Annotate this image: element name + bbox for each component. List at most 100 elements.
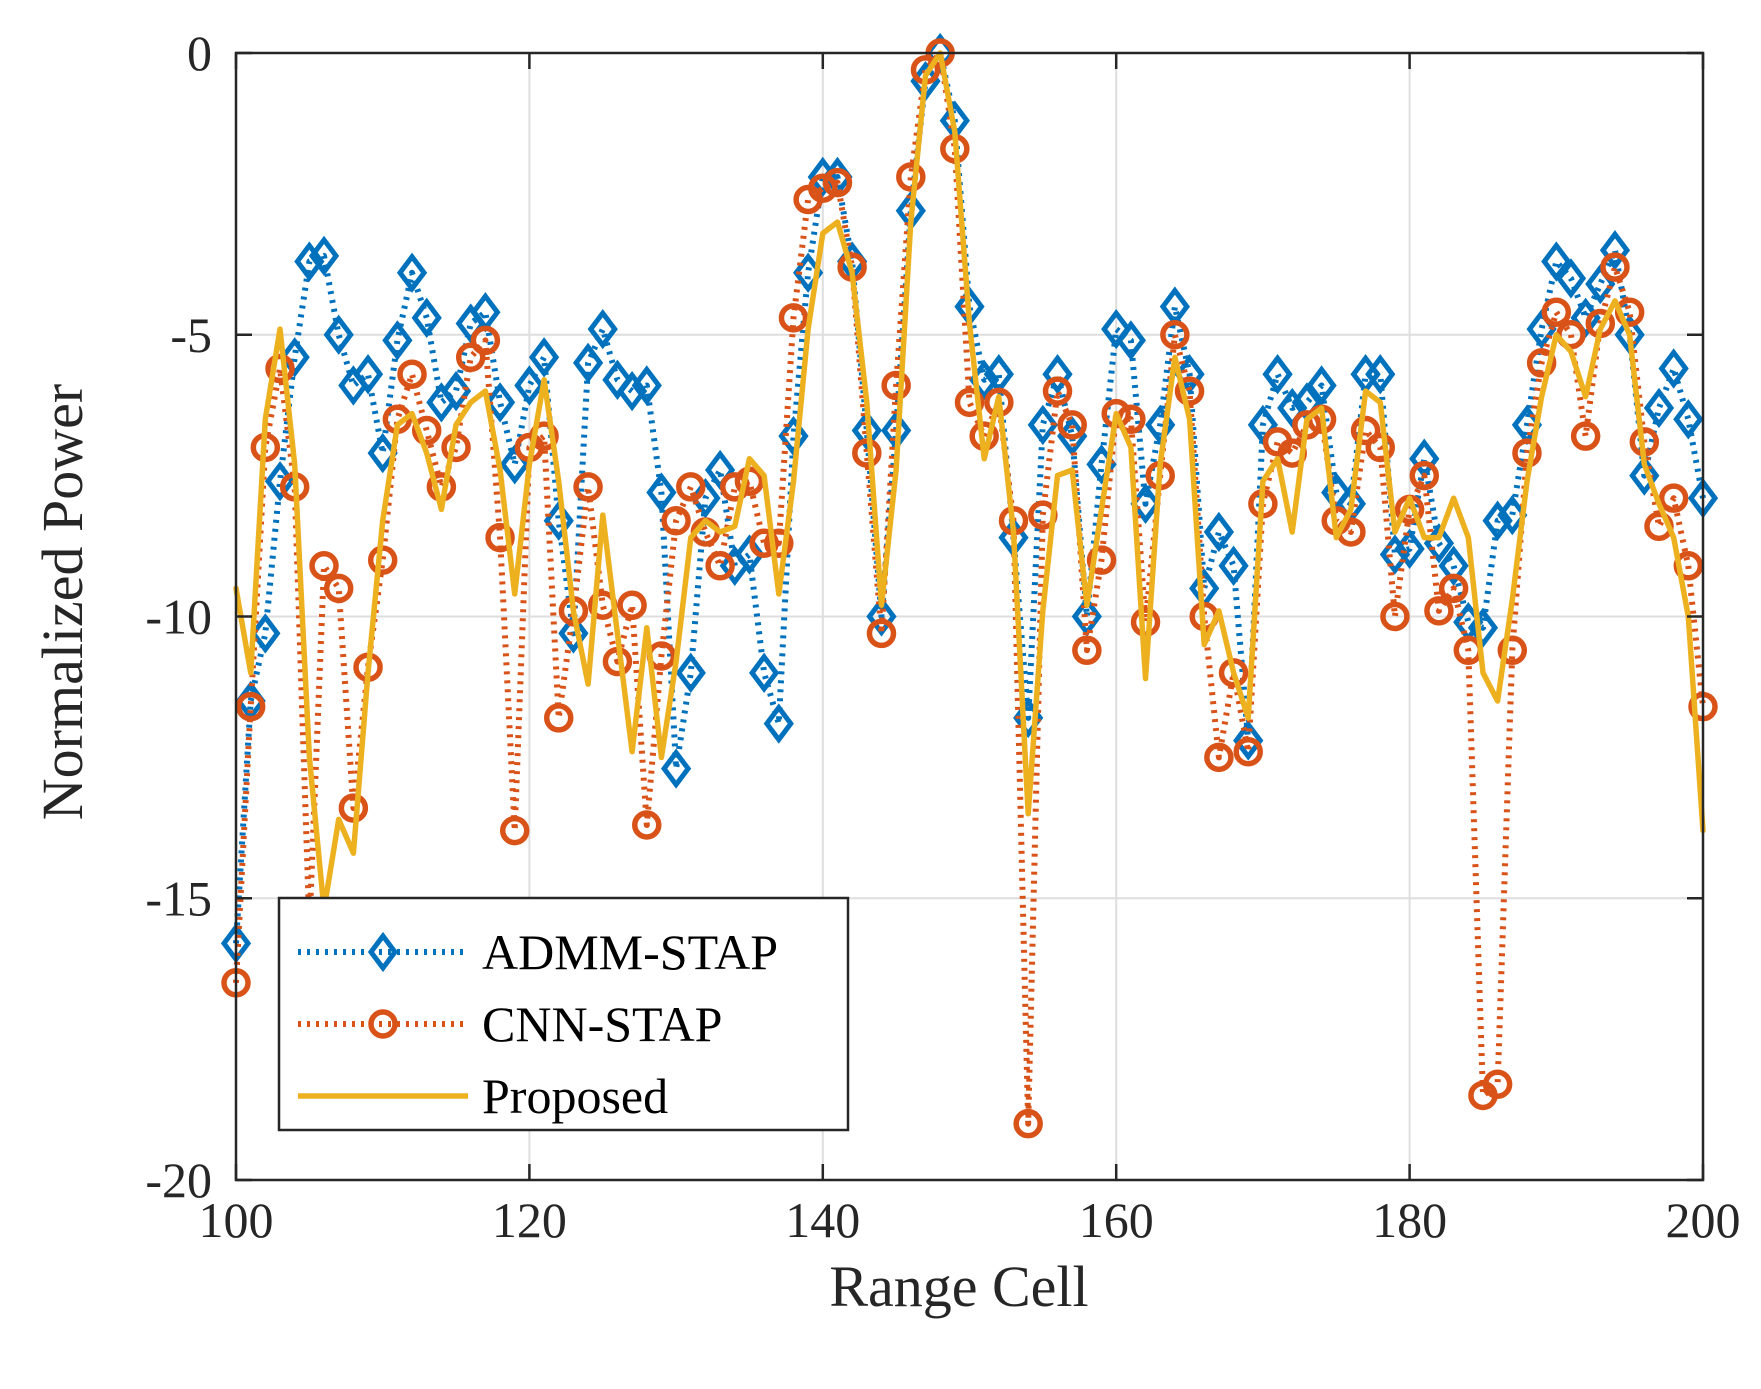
data-point [1233,736,1263,767]
data-point [808,173,838,203]
data-point [1438,545,1469,586]
data-point [1424,596,1454,626]
data-point [822,167,853,198]
data-point [1497,635,1528,666]
data-point [1497,494,1528,536]
legend-label: ADMM-STAP [482,924,778,980]
legend: ADMM-STAP CNN-STAP Proposed [277,896,850,1132]
series-line [233,50,1706,944]
data-point [1086,545,1117,575]
x-tick-label: 100 [199,1192,274,1248]
data-point [352,354,384,395]
series-proposed [233,50,1706,913]
y-axis-label: Normalized Power [30,384,95,820]
data-point [1160,320,1190,350]
data-point [1115,320,1146,361]
y-tick-label: -20 [145,1152,212,1208]
data-point [484,382,516,423]
data-point [602,359,633,400]
data-point [1174,376,1205,406]
data-point [1365,354,1396,395]
data-point [573,472,603,502]
data-point [954,387,985,418]
data-point [1306,365,1337,406]
y-tick-label: -15 [145,870,212,926]
y-tick-label: -10 [145,589,212,645]
data-point [1101,308,1132,350]
data-point [1482,500,1513,541]
data-point [764,528,794,558]
x-axis-label: Range Cell [829,1254,1088,1319]
data-point [1072,635,1102,666]
axes [234,51,1705,1182]
data-point [1057,410,1087,440]
y-tick-label: -5 [170,307,212,363]
data-point [1438,573,1469,604]
data-point [617,590,647,620]
data-point [250,613,281,654]
data-point [397,359,427,389]
x-tick-label: 120 [492,1192,567,1248]
data-point [235,691,266,722]
data-point [632,810,662,840]
data-point [1512,438,1542,468]
data-point [1130,607,1161,637]
data-point [1673,399,1704,440]
data-point [455,342,486,373]
data-point [866,618,897,649]
data-point [866,596,897,637]
data-point [661,505,691,536]
legend-label: CNN-STAP [482,996,722,1052]
data-point [1526,348,1557,378]
data-point [1262,354,1293,395]
data-point [279,337,310,378]
data-point [440,370,472,412]
y-tick-label: 0 [187,25,212,81]
data-point [1482,1069,1513,1099]
data-point [1541,297,1572,327]
data-point [265,353,295,384]
data-point [294,241,325,282]
data-point [616,370,648,412]
legend-entry: Proposed [298,1068,668,1124]
data-point [572,342,604,384]
data-point [1233,720,1264,761]
series-line [233,50,1706,1127]
data-point [411,415,442,446]
data-point [896,162,926,192]
data-point [543,703,574,733]
data-point [1042,354,1073,395]
data-point [323,314,354,355]
data-point [323,573,354,604]
data-point [1570,421,1601,451]
data-point [528,337,560,378]
data-point [749,528,779,558]
data-point [1174,354,1205,395]
data-point [851,410,882,451]
data-point [1350,415,1381,446]
data-point [309,551,339,581]
data-point [1600,252,1630,282]
legend-label: Proposed [482,1068,668,1124]
data-point [1379,534,1411,575]
data-point [1380,601,1410,632]
data-point [308,235,340,277]
legend-entry: ADMM-STAP [298,924,778,980]
data-point [734,534,765,575]
legend-marker [367,931,399,973]
data-point [1555,258,1587,299]
data-point [748,652,780,694]
data-point [1394,528,1425,570]
data-point [587,308,618,350]
data-point [660,748,692,789]
data-point [1658,483,1689,513]
data-point [1042,376,1073,406]
data-point [1658,348,1689,389]
data-point [720,472,750,502]
data-point [631,365,662,406]
data-point [1218,545,1249,586]
data-point [778,303,809,333]
tick-labels: 100 120 140 160 180 200 0 -5 -10 -15 -20 [145,25,1740,1248]
data-point [881,370,911,401]
